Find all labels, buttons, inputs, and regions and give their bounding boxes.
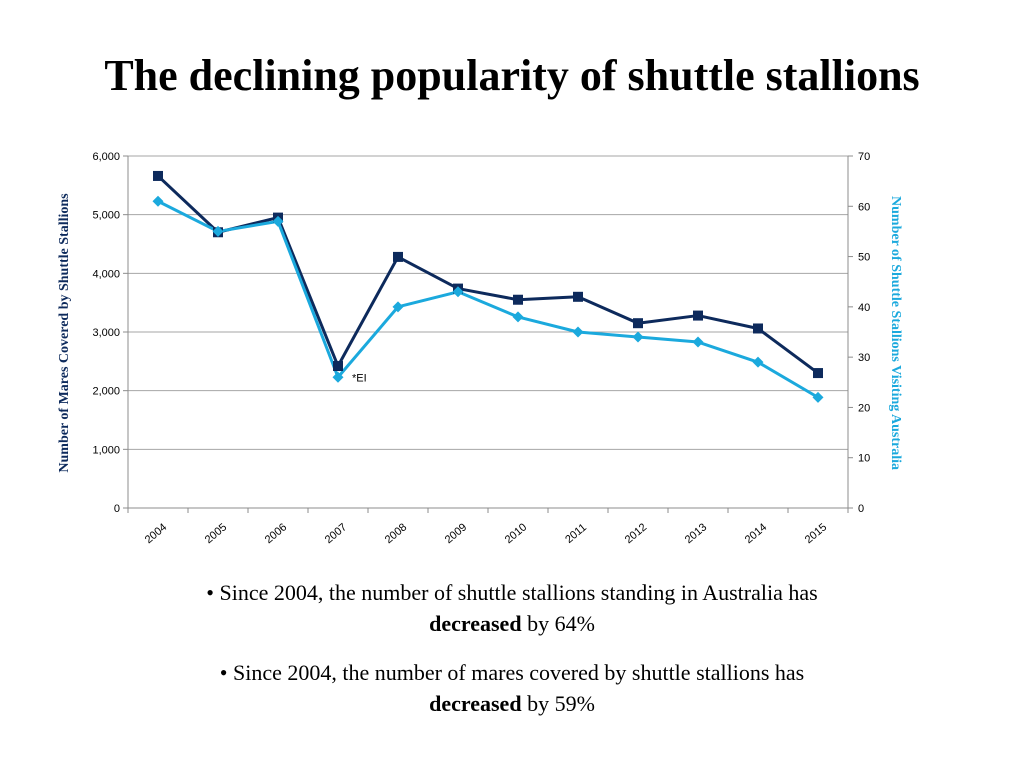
y2-tick-label: 50 [858,252,870,264]
y2-tick-label: 40 [858,302,870,314]
x-tick-label: 2015 [803,521,829,546]
marker-mares [513,294,523,305]
marker-stallions [212,225,224,237]
marker-mares [573,291,583,302]
y-tick-label: 4,000 [92,268,120,280]
y2-tick-label: 30 [858,352,870,364]
x-tick-label: 2011 [563,522,589,546]
y2-axis-title: Number of Shuttle Stallions Visiting Aus… [888,196,903,470]
bullet-text: • Since 2004, the number of shuttle stal… [206,580,818,605]
marker-mares [393,251,403,262]
marker-stallions [332,371,344,383]
y2-tick-label: 70 [858,151,870,163]
series-lines [156,174,819,399]
y-axis-ticks: 0 1,000 2,000 3,000 4,000 5,000 6,000 [92,151,128,515]
series-line-stallions [157,199,819,399]
x-tick-label: 2006 [263,521,289,546]
marker-stallions [392,301,404,313]
marker-stallions [752,356,764,368]
y-tick-label: 0 [114,503,120,515]
page-title: The declining popularity of shuttle stal… [104,51,920,100]
x-tick-label: 2008 [383,521,409,546]
x-tick-label: 2007 [323,521,349,546]
bullet-mares-decrease: • Since 2004, the number of mares covere… [100,657,924,719]
y2-tick-label: 0 [858,503,864,515]
bullet-stallions-decrease: • Since 2004, the number of shuttle stal… [100,577,924,639]
marker-mares [633,318,643,329]
bullet-suffix: by 59% [521,691,595,716]
y2-tick-label: 20 [858,402,870,414]
marker-mares [153,170,163,181]
marker-stallions [272,215,284,227]
x-tick-label: 2013 [683,521,709,546]
marker-mares [693,310,703,321]
y2-tick-label: 10 [858,453,870,465]
marker-mares [333,361,343,372]
marker-stallions [452,286,464,298]
annotations: *EI [352,372,367,384]
y2-tick-label: 60 [858,201,870,213]
series-markers [152,170,824,403]
series-line-mares [156,174,819,375]
bullet-emphasis: decreased [429,611,522,636]
x-tick-label: 2009 [443,521,469,546]
bullet-suffix: by 64% [521,611,595,636]
marker-stallions [512,311,524,323]
y-tick-label: 6,000 [92,151,120,163]
y2-axis-ticks: 0 10 20 30 40 50 60 70 [848,151,870,515]
y-tick-label: 2,000 [92,386,120,398]
marker-stallions [812,391,824,403]
marker-mares [813,368,823,379]
y-tick-label: 3,000 [92,327,120,339]
marker-mares [753,323,763,334]
y-tick-label: 5,000 [92,210,120,222]
marker-stallions [692,336,704,348]
gridlines [128,155,848,450]
x-tick-label: 2014 [743,521,769,546]
chart: 0 1,000 2,000 3,000 4,000 5,000 6,000 0 10 20 30 4… [57,151,903,546]
x-tick-label: 2005 [203,521,229,546]
y-tick-label: 1,000 [92,444,120,456]
x-tick-label: 2010 [503,521,529,546]
x-tick-label: 2012 [623,521,649,546]
x-tick-label: 2004 [143,521,169,546]
bullet-text: • Since 2004, the number of mares covere… [219,660,805,685]
marker-stallions [572,326,584,338]
marker-stallions [632,331,644,343]
bullet-emphasis: decreased [429,691,522,716]
x-axis-ticks: 2004 2005 2006 2007 2008 2009 2010 2011 2012 2013… [127,508,849,546]
y-axis-title: Number of Mares Covered by Shuttle Stall… [57,193,72,473]
annotation-label: *EI [352,372,367,384]
marker-stallions [152,195,164,207]
